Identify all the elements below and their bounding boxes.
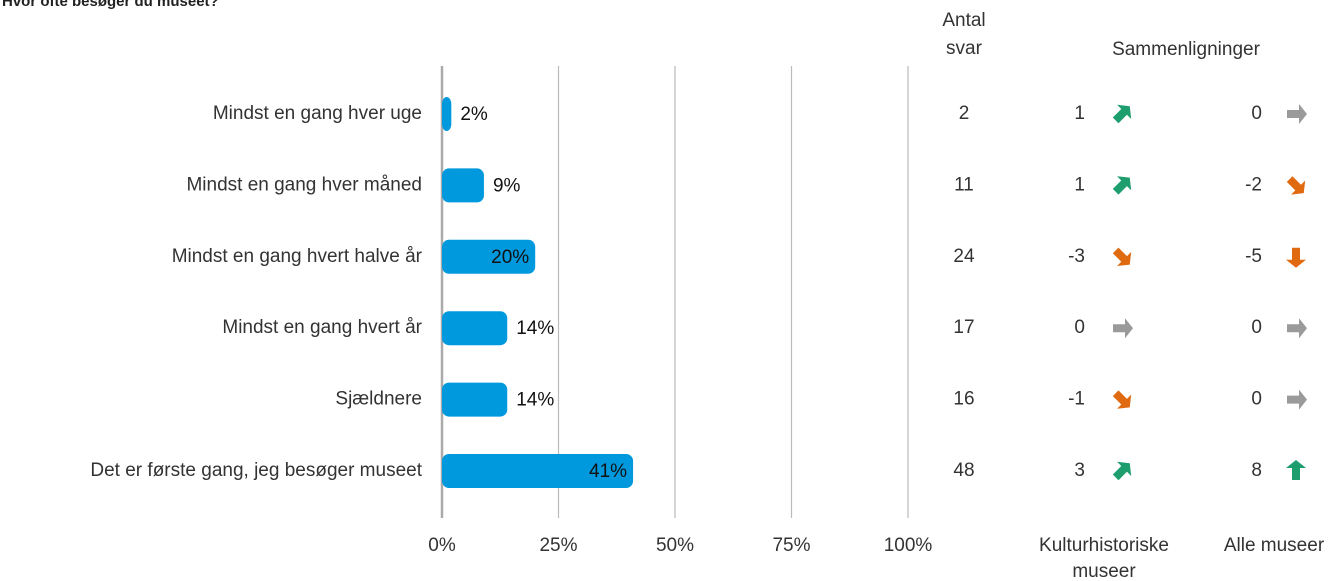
arrow-right-icon — [1287, 318, 1307, 339]
count-header: svar — [946, 38, 983, 59]
category-label: Det er første gang, jeg besøger museet — [90, 460, 422, 481]
comparison-value: 3 — [1074, 460, 1085, 481]
comparison-header: Sammenligninger — [1112, 39, 1261, 60]
bar-value-label: 41% — [589, 461, 627, 482]
comparison-value: 0 — [1251, 317, 1262, 338]
comparison-column-label: Alle museer — [1224, 535, 1325, 556]
comparison-value: 0 — [1251, 389, 1262, 410]
category-label: Mindst en gang hver uge — [213, 103, 422, 124]
category-label: Mindst en gang hvert halve år — [172, 246, 423, 267]
comparison-value: 8 — [1251, 460, 1262, 481]
x-tick-label: 0% — [428, 535, 456, 556]
comparison-value: -2 — [1245, 174, 1262, 195]
x-tick-label: 100% — [884, 535, 933, 556]
count-value: 24 — [953, 246, 975, 267]
category-label: Mindst en gang hvert år — [222, 317, 422, 338]
count-header: Antal — [942, 10, 985, 31]
arrow-down-right-icon — [1286, 176, 1306, 195]
bar — [442, 382, 508, 417]
category-label: Sjældnere — [335, 389, 422, 410]
bar-value-label: 9% — [493, 175, 521, 196]
arrow-up-right-icon — [1112, 461, 1132, 481]
bar — [442, 311, 508, 346]
arrow-up-icon — [1286, 460, 1306, 480]
count-value: 48 — [953, 460, 974, 481]
comparison-value: 0 — [1074, 317, 1085, 338]
chart-title: Hvor ofte besøger du museet? — [2, 0, 219, 10]
comparison-column-label: Kulturhistoriske — [1039, 535, 1169, 556]
arrow-up-right-icon — [1112, 176, 1132, 195]
bar — [442, 97, 452, 131]
arrow-down-icon — [1286, 247, 1306, 268]
count-value: 16 — [953, 389, 974, 410]
comparison-value: 1 — [1074, 103, 1085, 124]
arrow-down-right-icon — [1112, 247, 1132, 266]
x-tick-label: 25% — [539, 535, 577, 556]
arrow-right-icon — [1113, 318, 1133, 339]
bar — [442, 239, 536, 274]
x-tick-label: 75% — [772, 535, 810, 556]
bar-value-label: 2% — [460, 104, 488, 125]
comparison-column-label: museer — [1072, 561, 1136, 581]
arrow-up-right-icon — [1112, 104, 1132, 124]
comparison-value: 0 — [1251, 103, 1262, 124]
comparison-value: -5 — [1245, 246, 1262, 267]
arrow-down-right-icon — [1112, 390, 1132, 409]
arrow-right-icon — [1287, 389, 1307, 410]
bar-value-label: 14% — [516, 318, 554, 339]
category-label: Mindst en gang hver måned — [186, 174, 422, 195]
comparison-value: -3 — [1068, 246, 1085, 267]
x-tick-label: 50% — [656, 535, 694, 556]
bar — [442, 168, 484, 203]
bar — [442, 454, 634, 488]
count-value: 11 — [954, 174, 974, 195]
bar-value-label: 14% — [516, 390, 554, 411]
bar-value-label: 20% — [491, 247, 529, 268]
count-value: 2 — [959, 103, 970, 124]
comparison-value: -1 — [1068, 389, 1085, 410]
comparison-value: 1 — [1074, 174, 1085, 195]
arrow-right-icon — [1287, 104, 1307, 124]
count-value: 17 — [953, 317, 974, 338]
